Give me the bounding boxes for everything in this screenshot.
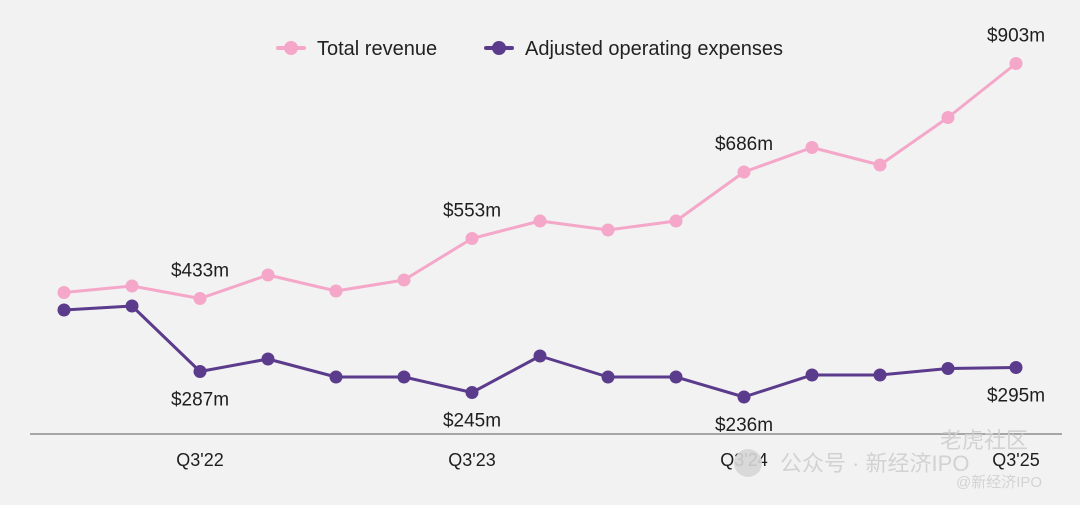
revenue-data-point <box>737 165 751 179</box>
revenue-data-point <box>397 273 411 287</box>
revenue-data-point <box>193 292 207 305</box>
expenses-data-point <box>465 386 479 399</box>
revenue-data-label: $686m <box>715 134 773 155</box>
revenue-data-point <box>533 214 547 228</box>
revenue-data-point <box>125 279 139 293</box>
expenses-data-label: $287m <box>171 390 229 411</box>
revenue-data-point <box>873 158 887 172</box>
expenses-data-label: $245m <box>443 411 501 432</box>
revenue-data-point <box>57 286 71 299</box>
watermark: 公众号 · 新经济IPO 老虎社区 @新经济IPO <box>734 428 1042 491</box>
legend-total-revenue-marker <box>284 41 298 55</box>
expenses-data-point <box>125 299 139 313</box>
revenue-data-label: $433m <box>171 261 229 282</box>
expenses-data-point <box>941 362 955 375</box>
revenue-data-point <box>465 232 479 245</box>
revenue-data-label: $903m <box>987 26 1045 47</box>
revenue-data-point <box>941 111 955 124</box>
expenses-data-point <box>533 349 547 363</box>
revenue-data-point <box>261 268 275 282</box>
expenses-data-point <box>1009 361 1023 374</box>
revenue-data-label: $553m <box>443 201 501 222</box>
watermark-handle-text: @新经济IPO <box>956 474 1042 491</box>
expenses-data-point <box>737 390 751 404</box>
revenue-data-point <box>601 223 615 237</box>
x-tick-label: Q3'23 <box>448 450 495 470</box>
legend-adjusted-opex-label: Adjusted operating expenses <box>525 38 783 60</box>
expenses-data-point <box>261 352 275 366</box>
watermark-community-text: 老虎社区 <box>940 428 1028 453</box>
expenses-data-point <box>805 368 819 382</box>
data-labels: $433m $553m $686m $903m $287m $245m $236m $295m <box>171 26 1045 437</box>
expenses-data-point <box>873 368 887 382</box>
revenue-data-point <box>805 141 819 154</box>
watermark-wechat-text: 公众号 · 新经济IPO <box>780 451 969 476</box>
expenses-data-point <box>397 370 411 384</box>
revenue-data-point <box>669 214 683 228</box>
expenses-data-point <box>57 303 71 317</box>
revenue-data-point <box>329 284 343 298</box>
wechat-icon <box>734 449 762 477</box>
legend-total-revenue-label: Total revenue <box>317 38 437 60</box>
legend: Total revenue Adjusted operating expenses <box>276 38 783 60</box>
revenue-data-point <box>1009 57 1023 70</box>
expenses-data-point <box>669 370 683 384</box>
x-tick-label: Q3'25 <box>992 450 1039 470</box>
expenses-data-point <box>329 370 343 384</box>
x-tick-label: Q3'22 <box>176 450 223 470</box>
expenses-data-point <box>601 370 615 384</box>
expenses-data-point <box>193 365 207 378</box>
expenses-data-label: $236m <box>715 415 773 436</box>
expenses-data-label: $295m <box>987 386 1045 407</box>
series-layer <box>57 57 1023 404</box>
legend-adjusted-opex-marker <box>492 41 506 55</box>
